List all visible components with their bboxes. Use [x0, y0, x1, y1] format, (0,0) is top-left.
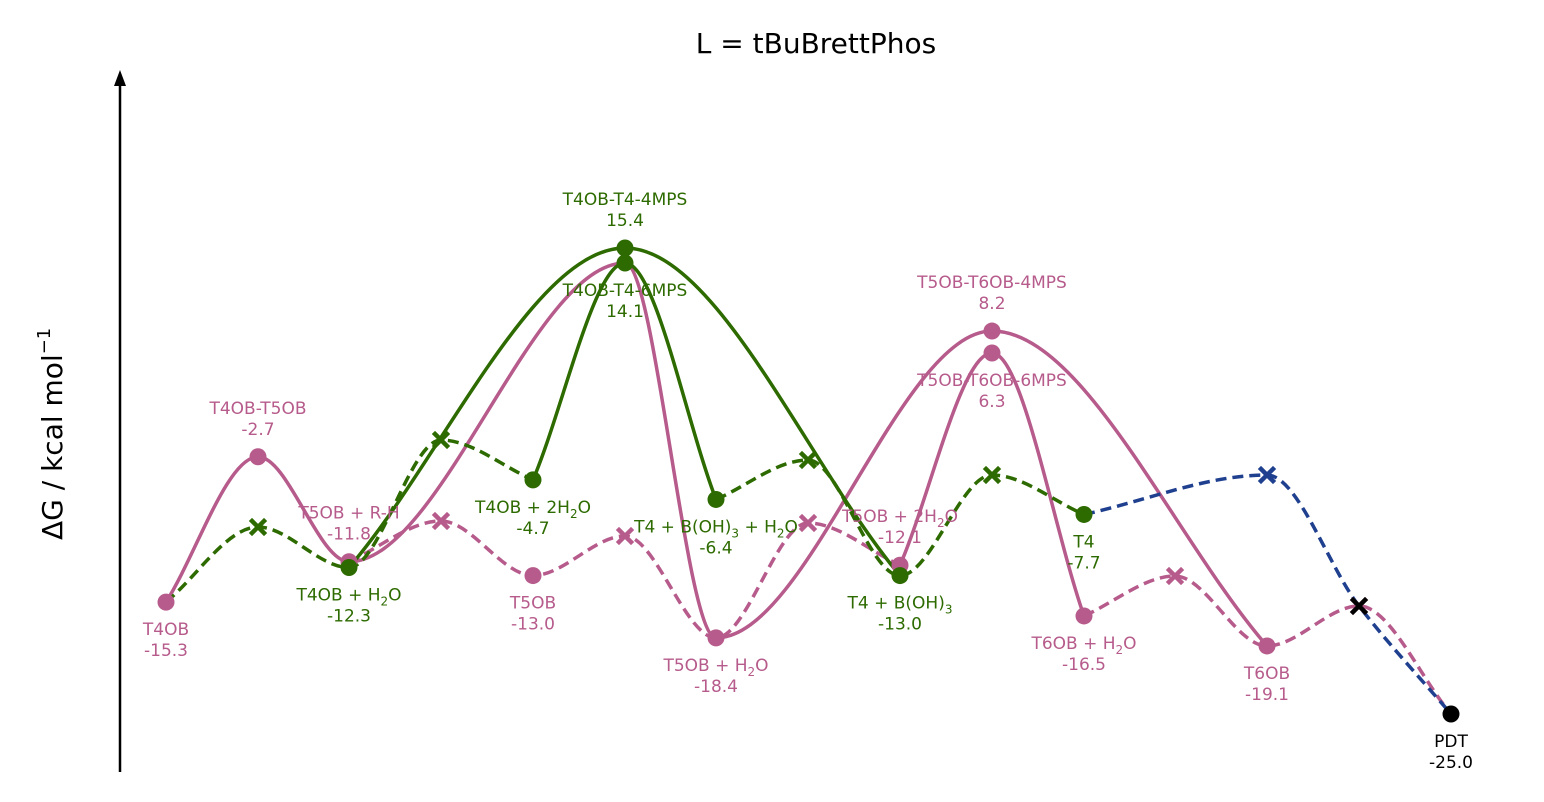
cross-marker-x_p3 — [798, 513, 818, 533]
cross-marker-x_b1 — [1257, 465, 1277, 485]
labels-layer: T4OB-15.3 T4OB-T5OB-2.7 T5OB + R-H-11.8 T4O… — [142, 190, 1473, 773]
point-name-PDT: PDT — [1434, 732, 1468, 752]
cross-marker-x_k1 — [1349, 596, 1369, 616]
point-name-T4OB_2H2O: T4OB + 2H2O — [474, 498, 591, 521]
cross-marker-x_g1 — [248, 517, 268, 537]
point-name-T4_BOH3_H2O: T4 + B(OH)3 + H2O — [633, 517, 798, 540]
point-value-T5OB_2H2O: -12.1 — [878, 528, 922, 548]
point-value-T4OB_H2O: -12.3 — [327, 607, 371, 627]
point-value-TS45: -2.7 — [241, 420, 274, 440]
cross-marker-x_p1 — [431, 511, 451, 531]
point-name-TS4MPS_P: T5OB-T6OB-4MPS — [916, 273, 1067, 293]
point-marker-PDT — [1442, 705, 1460, 723]
point-marker-T4_BOH3_H2O — [707, 490, 725, 508]
point-marker-TS4MPS_G — [616, 239, 634, 257]
point-name-T5OB_H2O: T5OB + H2O — [662, 656, 768, 679]
point-marker-TS6MPS_G — [616, 254, 634, 272]
point-marker-TS4MPS_P — [983, 322, 1001, 340]
markers-layer — [157, 239, 1460, 723]
point-marker-T6OB — [1258, 637, 1276, 655]
cross-marker-x_g2 — [431, 430, 451, 450]
chart-title: L = tBuBrettPhos — [696, 27, 936, 60]
point-marker-TS6MPS_P — [983, 344, 1001, 362]
point-value-T5OB_RH: -11.8 — [327, 525, 371, 545]
point-value-TS6MPS_G: 14.1 — [606, 302, 644, 322]
point-name-T4OB_H2O: T4OB + H2O — [295, 586, 401, 609]
point-value-TS4MPS_G: 15.4 — [606, 211, 644, 231]
point-marker-T4 — [1075, 505, 1093, 523]
point-value-T4_BOH3_H2O: -6.4 — [699, 538, 732, 558]
point-name-TS6MPS_G: T4OB-T4-6MPS — [562, 281, 688, 301]
series-curve-pink-3 — [1083, 574, 1453, 716]
point-value-T5OB: -13.0 — [511, 615, 555, 635]
point-marker-T6OB_H2O — [1075, 607, 1093, 625]
point-name-T6OB_H2O: T6OB + H2O — [1030, 634, 1136, 657]
point-value-T6OB_H2O: -16.5 — [1062, 655, 1106, 675]
y-axis-label-text: ΔG / kcal mol — [36, 354, 69, 540]
cross-marker-x_g3 — [798, 450, 818, 470]
series-curve-blue-8 — [1083, 473, 1453, 716]
point-name-T5OB_RH: T5OB + R-H — [297, 504, 399, 524]
point-value-T4OB: -15.3 — [144, 641, 188, 661]
y-axis-arrowhead — [114, 70, 126, 86]
point-name-T5OB_2H2O: T5OB + 2H2O — [841, 507, 958, 530]
point-marker-T4_BOH3 — [891, 567, 909, 585]
point-marker-T5OB — [524, 567, 542, 585]
point-name-T5OB: T5OB — [509, 594, 556, 614]
point-marker-TS45 — [249, 448, 267, 466]
point-name-T4_BOH3: T4 + B(OH)3 — [847, 594, 953, 617]
point-name-T4OB: T4OB — [142, 620, 189, 640]
point-value-T4: -7.7 — [1067, 553, 1100, 573]
cross-marker-x_p2 — [615, 526, 635, 546]
point-value-T4OB_2H2O: -4.7 — [516, 519, 549, 539]
point-name-TS4MPS_G: T4OB-T4-4MPS — [562, 190, 688, 210]
cross-marker-x_g4 — [982, 465, 1002, 485]
series-curve-green-7 — [715, 458, 1085, 578]
point-value-T5OB_H2O: -18.4 — [694, 677, 738, 697]
point-marker-T4OB_2H2O — [524, 471, 542, 489]
point-marker-T4OB — [157, 593, 175, 611]
y-axis-label: ΔG / kcal mol−1 — [34, 328, 69, 540]
series-curve-pink-0 — [164, 261, 1269, 648]
point-value-PDT: -25.0 — [1429, 753, 1473, 773]
point-marker-T4OB_H2O — [340, 559, 358, 577]
y-axis-label-sup: −1 — [34, 328, 55, 355]
point-name-TS6MPS_P: T5OB-T6OB-6MPS — [916, 371, 1067, 391]
point-value-T6OB: -19.1 — [1245, 685, 1289, 705]
cross-marker-x_p4 — [1165, 566, 1185, 586]
point-value-T4_BOH3: -13.0 — [878, 615, 922, 635]
point-name-T6OB: T6OB — [1243, 664, 1290, 684]
point-name-TS45: T4OB-T5OB — [208, 399, 306, 419]
point-value-TS6MPS_P: 6.3 — [978, 392, 1005, 412]
point-marker-T5OB_H2O — [707, 629, 725, 647]
point-value-TS4MPS_P: 8.2 — [978, 294, 1005, 314]
point-name-T4: T4 — [1072, 532, 1094, 552]
